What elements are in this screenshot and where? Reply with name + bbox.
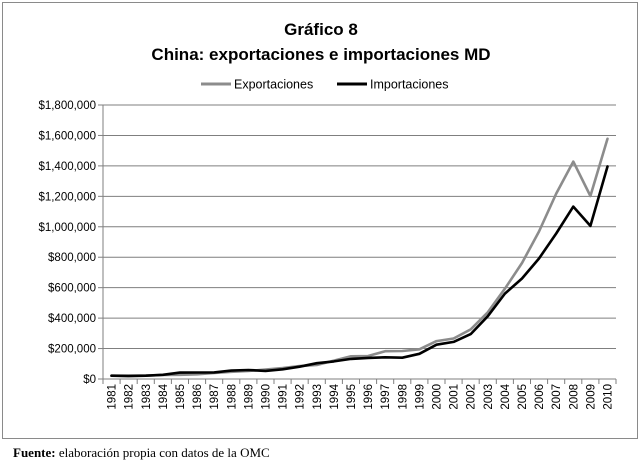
series-line-exportaciones [110, 137, 609, 378]
y-tick-label: $1,400,000 [38, 161, 96, 173]
x-tick-label: 1999 [414, 384, 426, 410]
y-tick-label: $200,000 [48, 344, 96, 356]
x-tick-label: 2000 [431, 384, 443, 410]
x-tick-label: 2006 [534, 384, 546, 410]
x-tick-label: 1998 [397, 384, 409, 410]
x-tick-label: 2009 [585, 384, 597, 410]
x-tick-label: 2008 [568, 384, 580, 410]
x-tick-label: 2001 [449, 384, 461, 410]
x-tick-label: 2007 [551, 384, 563, 410]
y-tick-label: $600,000 [48, 283, 96, 295]
y-tick-label: $400,000 [48, 313, 96, 325]
x-tick-label: 1983 [141, 384, 153, 410]
x-tick-label: 1984 [158, 383, 170, 409]
x-tick-label: 1986 [192, 384, 204, 410]
x-tick-label: 1987 [209, 384, 221, 410]
x-tick-label: 1988 [226, 384, 238, 410]
chart-title: Gráfico 8 [284, 20, 358, 39]
y-tick-label: $0 [83, 374, 96, 386]
series-line-importaciones [110, 165, 609, 378]
y-tick-label: $1,600,000 [38, 130, 96, 142]
axes [102, 105, 617, 384]
source-label: Fuente: [13, 445, 56, 460]
y-tick-label: $1,200,000 [38, 191, 96, 203]
legend-label-exportaciones: Exportaciones [234, 78, 313, 92]
x-tick-label: 2002 [466, 384, 478, 410]
series-lines [110, 137, 609, 378]
x-tick-label: 1990 [260, 384, 272, 410]
x-tick-label: 1997 [380, 384, 392, 410]
x-tick-label: 1981 [107, 384, 119, 410]
y-tick-label: $1,800,000 [38, 100, 96, 112]
legend: Exportaciones Importaciones [201, 78, 449, 92]
y-tick-label: $800,000 [48, 252, 96, 264]
x-tick-label: 1985 [175, 384, 187, 410]
y-tick-label: $1,000,000 [38, 222, 96, 234]
chart: Gráfico 8 China: exportaciones e importa… [38, 20, 617, 410]
source-note: Fuente: elaboración propia con datos de … [13, 445, 270, 461]
chart-frame: Gráfico 8 China: exportaciones e importa… [2, 2, 638, 439]
legend-label-importaciones: Importaciones [370, 78, 449, 92]
x-tick-label: 1993 [312, 384, 324, 410]
grid-lines [98, 104, 616, 380]
y-tick-labels: $0 $200,000 $400,000 $600,000 $800,000 $1,000… [38, 100, 96, 386]
x-tick-label: 1996 [363, 384, 375, 410]
x-tick-label: 2005 [517, 384, 529, 410]
x-tick-label: 1995 [346, 384, 358, 410]
x-tick-label: 1991 [278, 384, 290, 410]
x-tick-label: 1994 [329, 383, 341, 409]
x-tick-label: 1992 [295, 384, 307, 410]
chart-subtitle: China: exportaciones e importaciones MD [151, 45, 490, 64]
x-tick-label: 1982 [124, 384, 136, 410]
x-tick-label: 1989 [243, 384, 255, 410]
x-tick-labels: 1981 1982 1983 1984 1985 1986 1987 1988 1989 1990… [107, 383, 615, 409]
x-tick-label: 2003 [483, 384, 495, 410]
source-text: elaboración propia con datos de la OMC [55, 445, 270, 460]
x-tick-label: 2010 [602, 384, 614, 410]
x-tick-label: 2004 [500, 383, 512, 409]
